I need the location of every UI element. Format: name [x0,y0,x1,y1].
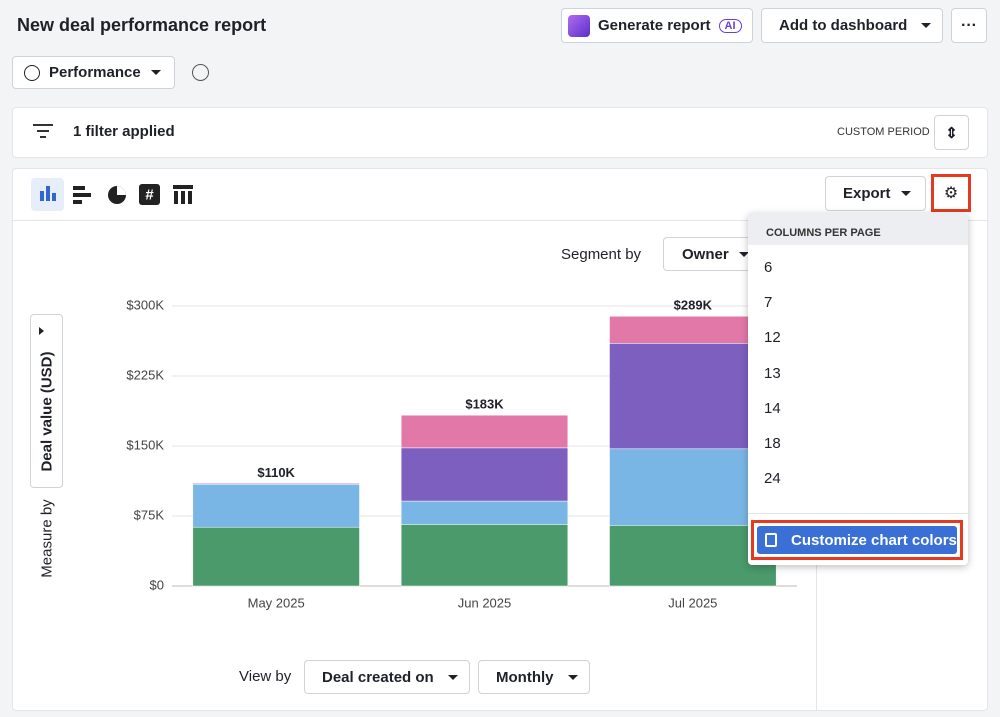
menu-item[interactable]: 12 [764,329,781,347]
dollar-icon [24,64,40,81]
customize-colors-button[interactable]: Customize chart colors [757,526,957,554]
y-tick-label: $0 [150,577,164,592]
segment-label: Segment by [561,246,642,263]
x-tick-label: Jul 2025 [668,595,717,610]
svg-text:#: # [145,186,154,203]
x-tick-label: Jun 2025 [458,595,512,610]
filter-text: 1 filter applied [73,123,175,140]
view-by-interval[interactable]: Monthly [478,660,590,694]
number-tab[interactable]: # [139,184,160,205]
x-tick-label: May 2025 [248,595,305,610]
bar-segment [192,526,360,587]
settings-button[interactable]: ⚙ [931,174,971,212]
horizontal-bar-tab[interactable] [73,186,93,204]
total-label: $110K [257,465,295,480]
bar-segment [400,414,569,449]
total-label: $183K [465,397,504,412]
performance-dropdown[interactable]: Performance [12,56,175,89]
generate-report-button[interactable]: Generate report AI [561,8,753,43]
dropdown-label: Owner [682,245,729,263]
bar-segment [192,483,360,485]
period-label: CUSTOM PERIOD [837,126,930,138]
button-label: Add to dashboard [779,17,908,34]
dropdown-label: Deal created on [322,668,434,686]
bar-segment [400,524,569,587]
export-button[interactable]: Export [825,176,926,211]
period-toggle[interactable]: ⇕ [934,115,969,150]
menu-item[interactable]: 24 [764,470,781,488]
ai-badge: AI [718,18,742,33]
table-tab[interactable] [173,185,193,204]
more-button[interactable]: ··· [951,8,987,43]
menu-item[interactable]: 6 [764,259,773,276]
add-to-dashboard-button[interactable]: Add to dashboard [761,8,943,43]
y-tick-label: $150K [126,437,164,452]
columns-menu: COLUMNS PER PAGE 6 7 12 13 14 18 24 Customize … [748,213,968,565]
bar-segment [400,447,569,502]
y-tick-label: $225K [126,367,164,382]
menu-item[interactable]: 18 [764,435,781,452]
info-icon[interactable] [192,64,209,81]
page-title: New deal performance report [17,15,267,35]
button-label: Generate report [598,17,711,34]
y-tick-label: $75K [134,507,165,522]
menu-item[interactable]: 7 [764,294,773,312]
total-label: $289K [674,298,713,313]
filter-icon[interactable] [33,123,53,139]
view-by-field[interactable]: Deal created on [304,660,470,694]
highlight-box: Customize chart colors [751,520,963,560]
menu-item[interactable]: 14 [764,399,781,417]
ai-icon [568,14,590,37]
menu-header: COLUMNS PER PAGE [766,227,881,239]
bar-chart-tab[interactable] [31,178,64,211]
filter-card: 1 filter applied CUSTOM PERIOD ⇕ [12,107,988,158]
bar-segment [192,484,360,528]
button-label: Export [843,185,891,202]
menu-item[interactable]: 13 [764,364,781,382]
view-by-label: View by [239,668,292,685]
dropdown-label: Performance [49,64,141,81]
measure-dropdown[interactable]: Deal value (USD) [30,314,63,488]
pie-tab[interactable] [107,185,127,205]
bar-segment [400,500,569,525]
y-tick-label: $300K [126,297,164,312]
dropdown-label: Monthly [496,668,554,686]
button-label: Customize chart colors [791,531,957,549]
